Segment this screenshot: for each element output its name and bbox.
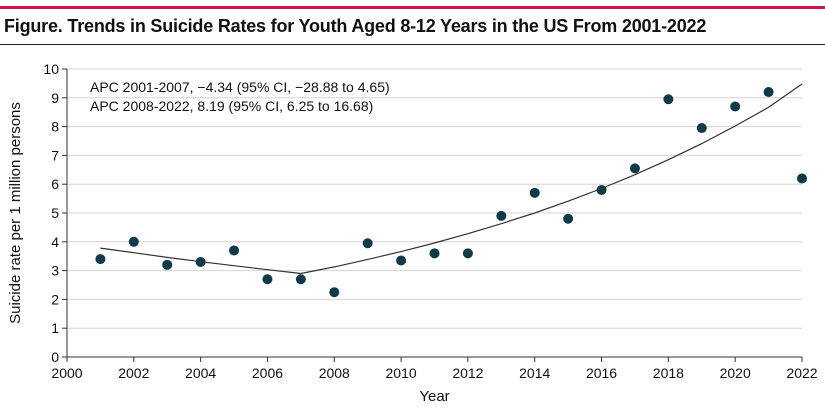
grid-layer xyxy=(67,68,802,358)
x-tick-label: 2010 xyxy=(386,365,417,381)
data-point xyxy=(730,101,741,112)
x-tick-label: 2018 xyxy=(653,365,684,381)
y-tick-label: 5 xyxy=(51,205,59,221)
x-tick-label: 2000 xyxy=(51,365,82,381)
data-point xyxy=(95,254,106,265)
apc-annotation: APC 2001-2007, −4.34 (95% CI, −28.88 to … xyxy=(90,79,390,95)
data-point xyxy=(629,163,640,174)
y-tick-label: 6 xyxy=(51,176,59,192)
data-point xyxy=(696,123,707,134)
y-tick-label: 9 xyxy=(51,90,59,106)
y-tick-label: 7 xyxy=(51,147,59,163)
data-point xyxy=(529,187,540,198)
x-axis-label: Year xyxy=(419,388,449,405)
axis-layer: 0 1 2 3 4 5 6 7 8 9 10 2000 2002 2004 2006 2008 2010 2012… xyxy=(43,61,817,381)
data-point xyxy=(362,238,373,249)
x-tick-label: 2022 xyxy=(786,365,817,381)
chart-container: 0 1 2 3 4 5 6 7 8 9 10 2000 2002 2004 2006 2008 2010 2012… xyxy=(0,48,825,409)
title-divider xyxy=(0,44,825,45)
figure-title: Figure. Trends in Suicide Rates for Yout… xyxy=(4,16,707,36)
point-layer xyxy=(95,87,807,298)
data-point xyxy=(329,287,340,298)
scatter-chart: 0 1 2 3 4 5 6 7 8 9 10 2000 2002 2004 2006 2008 2010 2012… xyxy=(7,61,818,405)
data-point xyxy=(162,259,173,270)
data-point xyxy=(262,274,273,285)
x-tick-label: 2012 xyxy=(452,365,483,381)
data-point xyxy=(229,245,240,256)
data-point xyxy=(396,255,407,266)
data-point xyxy=(295,274,306,285)
data-point xyxy=(128,236,139,247)
y-axis-label: Suicide rate per 1 million persons xyxy=(7,102,24,324)
y-tick-label: 10 xyxy=(43,61,59,77)
top-accent-rule xyxy=(0,6,825,9)
annotation-layer: APC 2001-2007, −4.34 (95% CI, −28.88 to … xyxy=(90,79,390,114)
y-tick-label: 0 xyxy=(51,349,59,365)
y-tick-label: 8 xyxy=(51,119,59,135)
data-point xyxy=(195,256,206,267)
data-point xyxy=(496,210,507,221)
y-tick-label: 3 xyxy=(51,263,59,279)
x-tick-label: 2014 xyxy=(519,365,550,381)
y-tick-label: 2 xyxy=(51,291,59,307)
x-tick-label: 2020 xyxy=(720,365,751,381)
x-tick-label: 2004 xyxy=(185,365,216,381)
y-tick-label: 4 xyxy=(51,234,59,250)
x-tick-label: 2002 xyxy=(118,365,149,381)
y-tick-label: 1 xyxy=(51,320,59,336)
data-point xyxy=(596,184,607,195)
x-tick-label: 2008 xyxy=(319,365,350,381)
trend-line-segment xyxy=(300,83,803,275)
data-point xyxy=(663,94,674,105)
data-point xyxy=(763,87,774,98)
x-tick-label: 2016 xyxy=(586,365,617,381)
x-tick-label: 2006 xyxy=(252,365,283,381)
data-point xyxy=(797,173,807,184)
apc-annotation: APC 2008-2022, 8.19 (95% CI, 6.25 to 16.… xyxy=(90,98,373,114)
data-point xyxy=(429,248,440,259)
data-point xyxy=(462,248,473,259)
data-point xyxy=(563,213,574,224)
